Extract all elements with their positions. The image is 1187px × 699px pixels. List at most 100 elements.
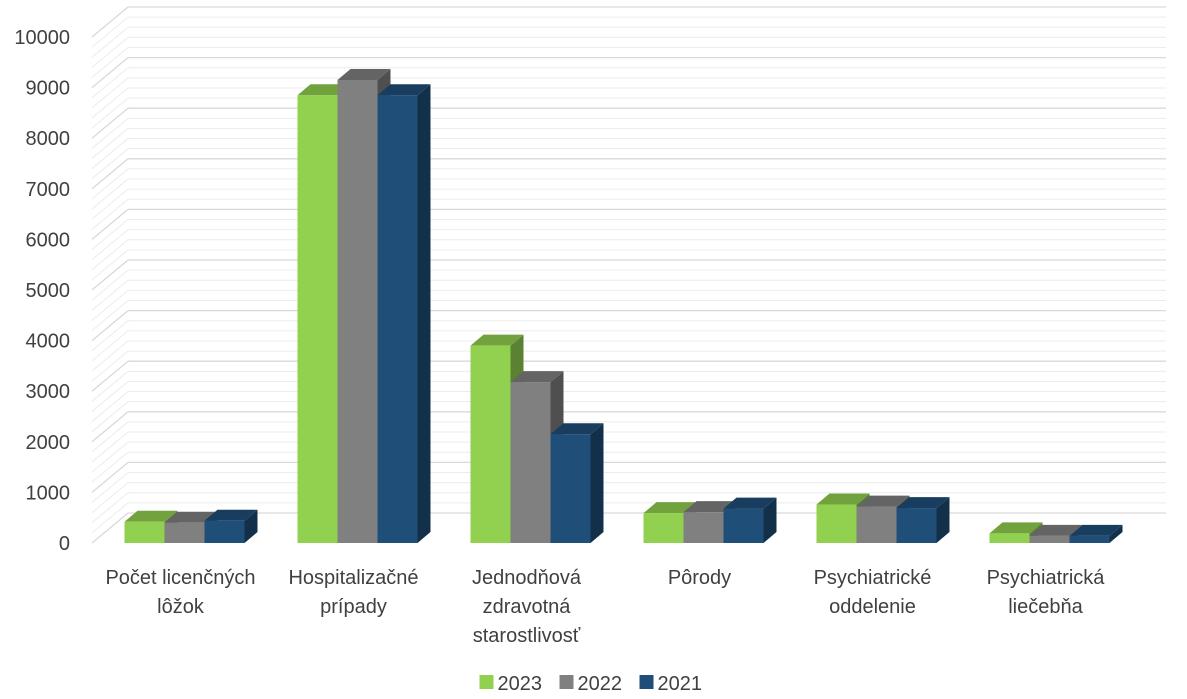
legend-label: 2023 <box>498 673 543 695</box>
y-tick-label: 2000 <box>26 432 71 454</box>
bar-front <box>1069 535 1110 543</box>
gridline-minor-side <box>91 138 129 169</box>
bars <box>124 69 1123 543</box>
bar <box>204 509 258 543</box>
category-label: Psychiatrické oddelenie <box>814 567 932 618</box>
gridline-minor-side <box>91 451 129 483</box>
gridline-minor-side <box>91 502 129 534</box>
y-tick-label: 3000 <box>26 381 71 403</box>
gridline-major-side <box>91 310 129 342</box>
gridline-minor-side <box>91 198 129 230</box>
bar-front <box>643 513 684 543</box>
bar-front <box>470 345 511 543</box>
y-tick-label: 5000 <box>26 280 71 302</box>
gridline-minor-side <box>91 421 129 453</box>
bar-front <box>297 95 338 543</box>
bar-front <box>204 520 245 543</box>
legend: 2023 2022 2021 <box>479 673 703 695</box>
bar-top <box>683 501 737 513</box>
category-label: Jednodňová zdravotná starostlivosť <box>472 567 582 647</box>
gridline-major-side <box>91 208 129 240</box>
y-tick-label: 8000 <box>26 128 71 150</box>
gridline-minor-side <box>91 300 129 331</box>
bar-front <box>896 508 937 543</box>
bar-top <box>470 334 524 346</box>
bar <box>723 497 777 543</box>
bar-top <box>377 84 431 96</box>
bar-top <box>1069 524 1123 536</box>
bar-front <box>816 504 857 543</box>
gridline-minor-side <box>91 219 129 250</box>
gridline-minor-side <box>91 431 129 463</box>
gridline-major-side <box>91 411 129 443</box>
bar-front <box>1029 535 1070 543</box>
bar-top <box>124 510 178 522</box>
legend-swatch <box>559 675 574 689</box>
bar-top <box>723 497 777 509</box>
gridline-minor-side <box>91 269 129 301</box>
bar-front <box>856 506 897 543</box>
gridline-minor-side <box>91 249 129 281</box>
bar <box>896 497 950 543</box>
gridline-minor-side <box>91 320 129 352</box>
bar-side <box>417 84 431 543</box>
bar-front <box>164 522 205 543</box>
gridline-major-side <box>91 158 129 190</box>
category-label: Počet licenčných lôžok <box>105 567 255 618</box>
gridline-minor-side <box>91 77 129 109</box>
gridline-minor-side <box>91 381 129 412</box>
gridline-minor-side <box>91 391 129 422</box>
legend-item: 2022 <box>559 673 622 695</box>
bar <box>550 423 604 543</box>
bar-top <box>896 497 950 509</box>
gridline-minor-side <box>91 279 129 311</box>
gridline-minor-side <box>91 178 129 210</box>
bar-front <box>683 512 724 543</box>
category-label: Psychiatrická liečebňa <box>987 567 1106 618</box>
bar-top <box>989 522 1043 534</box>
bar-top <box>550 423 604 435</box>
gridline-minor-side <box>91 289 129 321</box>
gridline-major-side <box>91 360 129 392</box>
gridline-minor-side <box>91 441 129 473</box>
bar-top <box>164 511 218 523</box>
bar-top <box>1029 524 1083 536</box>
gridline-major-side <box>91 461 129 493</box>
gridline-minor-side <box>91 36 129 68</box>
gridline-major-side <box>91 512 129 544</box>
legend-label: 2021 <box>658 673 703 695</box>
gridline-minor-side <box>91 148 129 180</box>
bar-top <box>297 84 351 96</box>
legend-item: 2021 <box>639 673 703 695</box>
bar-front <box>989 533 1030 543</box>
x-axis-category-labels: Počet licenčných lôžok Hospitalizačné prípa… <box>105 567 1105 647</box>
gridline-major-side <box>91 57 129 89</box>
bar-top <box>856 495 910 507</box>
category-label: Pôrody <box>668 567 731 589</box>
bar-front <box>337 80 378 543</box>
bar-front <box>510 382 551 543</box>
gridline-minor-side <box>91 340 129 372</box>
bar-top <box>204 509 258 521</box>
y-tick-label: 6000 <box>26 229 71 251</box>
bar-side <box>1109 524 1123 543</box>
y-tick-label: 10000 <box>14 27 70 49</box>
legend-swatch <box>479 675 494 689</box>
bar-side <box>244 509 258 543</box>
bar-top <box>643 502 697 514</box>
gridline-minor-side <box>91 239 129 271</box>
bar-side <box>590 423 604 543</box>
gridline-minor-side <box>91 482 129 514</box>
y-tick-label: 0 <box>59 533 70 555</box>
y-tick-label: 4000 <box>26 331 71 353</box>
bar <box>377 84 431 543</box>
bar-front <box>377 95 418 543</box>
bar-side <box>936 497 950 543</box>
gridline-minor-side <box>91 229 129 261</box>
bar <box>1069 524 1123 543</box>
gridline-major-side <box>91 259 129 291</box>
gridline-minor-side <box>91 67 129 99</box>
bar-front <box>550 434 591 543</box>
gridline-minor-side <box>91 188 129 220</box>
